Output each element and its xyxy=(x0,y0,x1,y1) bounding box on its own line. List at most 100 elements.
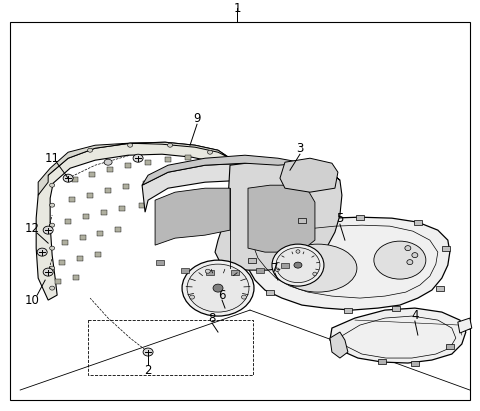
Ellipse shape xyxy=(43,268,53,276)
Ellipse shape xyxy=(276,268,279,272)
Polygon shape xyxy=(155,188,230,245)
Bar xyxy=(97,231,103,236)
Ellipse shape xyxy=(279,244,357,292)
Bar xyxy=(298,218,306,223)
Bar xyxy=(59,260,65,265)
Bar xyxy=(72,177,78,182)
Polygon shape xyxy=(215,160,342,270)
Bar xyxy=(80,235,86,240)
Bar xyxy=(156,260,164,265)
Ellipse shape xyxy=(63,174,73,182)
Text: 3: 3 xyxy=(296,142,304,155)
Text: 7: 7 xyxy=(271,262,279,275)
Ellipse shape xyxy=(272,244,324,286)
Bar xyxy=(139,203,145,208)
Text: 5: 5 xyxy=(336,212,344,225)
Polygon shape xyxy=(246,217,450,310)
Polygon shape xyxy=(330,332,348,358)
Polygon shape xyxy=(330,308,466,363)
Bar xyxy=(145,160,151,165)
Bar xyxy=(248,258,256,263)
Bar xyxy=(89,172,95,177)
Polygon shape xyxy=(280,158,338,192)
Bar xyxy=(378,359,386,364)
Ellipse shape xyxy=(49,266,55,270)
Bar xyxy=(442,246,450,251)
Bar xyxy=(344,308,352,313)
Ellipse shape xyxy=(88,148,93,152)
Bar xyxy=(107,167,113,172)
Bar xyxy=(73,275,79,280)
Polygon shape xyxy=(142,155,340,185)
Bar xyxy=(461,324,469,329)
Text: 11: 11 xyxy=(45,152,60,165)
Bar xyxy=(119,206,125,211)
Ellipse shape xyxy=(190,295,194,299)
Bar xyxy=(123,184,129,189)
Bar xyxy=(411,361,419,366)
Bar xyxy=(88,320,253,375)
Ellipse shape xyxy=(49,223,55,227)
Ellipse shape xyxy=(412,253,418,258)
Ellipse shape xyxy=(313,272,317,276)
Bar xyxy=(256,268,264,273)
Bar xyxy=(414,220,422,225)
Ellipse shape xyxy=(407,260,413,265)
Text: 10: 10 xyxy=(25,293,40,307)
Ellipse shape xyxy=(276,248,320,283)
Text: 4: 4 xyxy=(411,309,419,321)
Bar xyxy=(95,252,101,257)
Bar xyxy=(83,214,89,219)
Ellipse shape xyxy=(143,348,153,356)
Bar xyxy=(446,344,454,349)
Ellipse shape xyxy=(168,143,172,147)
Ellipse shape xyxy=(133,154,143,162)
Text: 1: 1 xyxy=(233,2,241,15)
Polygon shape xyxy=(248,185,315,252)
Text: 6: 6 xyxy=(218,289,226,302)
Ellipse shape xyxy=(49,203,55,207)
Bar xyxy=(281,263,289,268)
Bar xyxy=(77,256,83,261)
Bar xyxy=(105,188,111,193)
Text: 12: 12 xyxy=(24,222,40,235)
Ellipse shape xyxy=(205,269,210,273)
Bar xyxy=(356,215,364,220)
Ellipse shape xyxy=(296,250,300,253)
Bar xyxy=(101,210,107,215)
Ellipse shape xyxy=(49,246,55,250)
Ellipse shape xyxy=(405,246,411,251)
Bar xyxy=(231,270,239,275)
Bar xyxy=(87,193,93,198)
Bar xyxy=(125,163,131,168)
Polygon shape xyxy=(36,142,230,300)
Bar xyxy=(55,279,61,284)
Bar xyxy=(165,157,171,162)
Ellipse shape xyxy=(37,248,47,256)
Text: 9: 9 xyxy=(193,112,201,125)
Bar xyxy=(163,178,169,183)
Bar xyxy=(206,270,214,275)
Ellipse shape xyxy=(207,150,213,154)
Ellipse shape xyxy=(187,264,249,312)
Bar xyxy=(62,240,68,245)
Bar xyxy=(392,306,400,311)
Bar xyxy=(65,219,71,224)
Ellipse shape xyxy=(374,241,426,279)
Text: 8: 8 xyxy=(208,312,216,325)
Bar xyxy=(436,286,444,291)
Ellipse shape xyxy=(213,284,223,292)
Polygon shape xyxy=(38,142,230,195)
Polygon shape xyxy=(458,318,472,333)
Ellipse shape xyxy=(241,295,246,299)
Ellipse shape xyxy=(104,159,112,165)
Polygon shape xyxy=(142,163,305,212)
Bar xyxy=(115,227,121,232)
Ellipse shape xyxy=(182,260,254,316)
Ellipse shape xyxy=(49,286,55,290)
Ellipse shape xyxy=(49,183,55,187)
Bar xyxy=(185,155,191,160)
Ellipse shape xyxy=(128,143,132,147)
Bar xyxy=(266,290,274,295)
Bar xyxy=(181,268,189,273)
